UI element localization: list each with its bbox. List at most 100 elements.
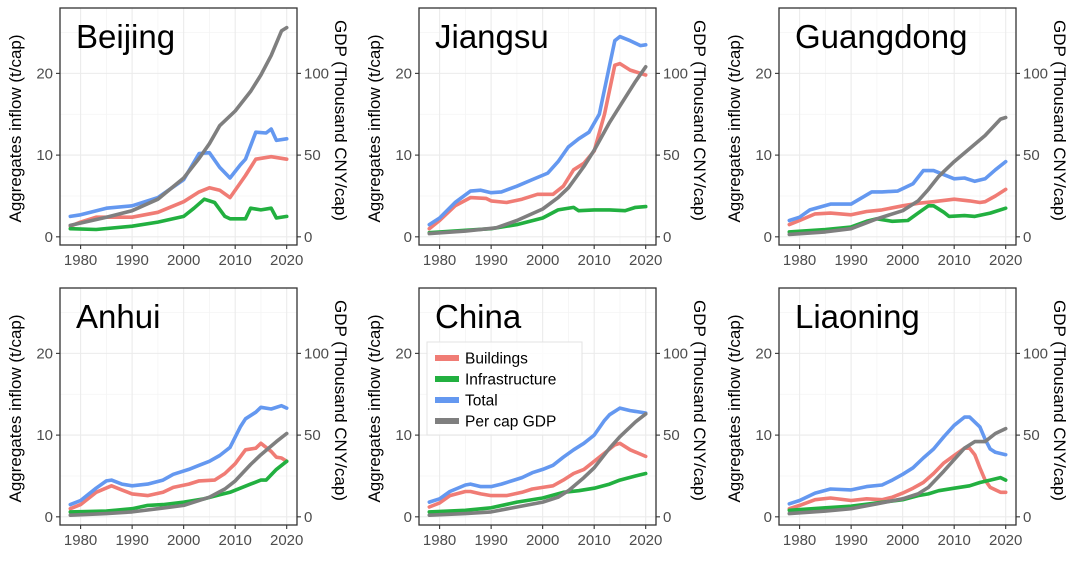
legend-label: Buildings [465,351,528,368]
right-y-tick-label: 100 [304,65,329,82]
left-axis-title: Aggregates inflow (t/cap) [725,34,744,222]
left-y-tick-label: 10 [755,147,772,164]
panel-border [418,7,657,246]
x-tick-label: 2010 [577,252,610,269]
legend-item-buildings: Buildings [435,351,528,368]
x-tick-label: 1980 [783,532,816,549]
right-y-tick-label: 50 [1023,427,1040,444]
series-line-per-cap-gdp [68,25,289,228]
right-y-tick-label: 100 [663,345,688,362]
right-y-tick-label: 100 [1023,345,1048,362]
x-tick-label: 1990 [834,532,867,549]
right-y-tick-label: 50 [663,147,680,164]
x-tick-label: 2000 [526,532,559,549]
right-axis-title: GDP (Thousand CNY/cap) [1050,300,1069,501]
panel-title: Guangdong [795,18,968,55]
left-y-tick-label: 0 [404,509,412,526]
series-line-buildings [787,446,1008,511]
panel-beijing: 1980 1990 2000 2010 202001020050100Aggregate… [6,7,350,269]
series-line-per-cap-gdp [787,115,1008,237]
x-tick-label: 2010 [218,252,251,269]
right-y-tick-label: 100 [304,345,329,362]
left-y-tick-label: 10 [395,427,412,444]
right-y-tick-label: 0 [663,229,671,246]
panel-liaoning: 1980 1990 2000 2010 202001020050100Aggregate… [725,287,1069,549]
x-tick-label: 2000 [167,532,200,549]
series-line-per-cap-gdp [427,412,648,518]
panel-border [59,7,298,246]
x-tick-label: 1980 [423,532,456,549]
panel-border [418,287,657,526]
series-line-buildings [427,61,648,231]
series-line-total [427,34,648,227]
right-y-tick-label: 0 [304,229,312,246]
series-line-infrastructure [787,204,1008,234]
panel-title: Jiangsu [435,18,549,55]
panel-china: 1980 1990 2000 2010 202001020050100Aggregate… [365,287,709,549]
left-y-tick-label: 20 [755,65,772,82]
x-tick-label: 2010 [577,532,610,549]
left-y-tick-label: 20 [36,345,53,362]
panel-title: China [435,298,522,335]
legend-item-infrastructure: Infrastructure [435,372,556,389]
right-axis-title: GDP (Thousand CNY/cap) [1050,20,1069,221]
x-tick-label: 2000 [526,252,559,269]
series-line-total [68,127,289,219]
left-y-tick-label: 20 [755,345,772,362]
right-axis-title: GDP (Thousand CNY/cap) [331,300,350,501]
legend-item-per-cap-gdp: Per cap GDP [435,414,556,431]
left-y-tick-label: 0 [764,229,772,246]
left-axis-title: Aggregates inflow (t/cap) [6,34,25,222]
right-y-tick-label: 50 [304,147,321,164]
panel-title: Liaoning [795,298,920,335]
x-tick-label: 2020 [270,252,303,269]
x-tick-label: 2010 [937,532,970,549]
series-line-total [787,159,1008,223]
left-axis-title: Aggregates inflow (t/cap) [6,314,25,502]
left-y-tick-label: 10 [36,427,53,444]
right-axis-title: GDP (Thousand CNY/cap) [331,20,350,221]
legend-item-total: Total [435,393,498,410]
right-y-tick-label: 100 [1023,65,1048,82]
x-tick-label: 2000 [886,532,919,549]
series-line-infrastructure [427,471,648,514]
x-tick-label: 2000 [886,252,919,269]
panel-title: Anhui [76,298,160,335]
left-y-tick-label: 20 [36,65,53,82]
series-line-total [427,406,648,504]
x-tick-label: 2000 [167,252,200,269]
left-y-tick-label: 0 [764,509,772,526]
x-tick-label: 1980 [423,252,456,269]
left-y-tick-label: 20 [395,65,412,82]
series-line-per-cap-gdp [427,65,648,236]
right-y-tick-label: 50 [1023,147,1040,164]
series-line-total [787,415,1008,506]
panel-jiangsu: 1980 1990 2000 2010 202001020050100Aggregate… [365,7,709,269]
left-y-tick-label: 20 [395,345,412,362]
x-tick-label: 1990 [474,532,507,549]
series-line-infrastructure [787,475,1008,513]
legend-label: Per cap GDP [465,414,556,431]
left-y-tick-label: 10 [755,427,772,444]
right-y-tick-label: 0 [1023,229,1031,246]
left-y-tick-label: 10 [395,147,412,164]
panel-border [59,287,298,526]
x-tick-label: 1980 [64,532,97,549]
x-tick-label: 1980 [783,252,816,269]
x-tick-label: 1990 [474,252,507,269]
panel-guangdong: 1980 1990 2000 2010 202001020050100Aggregate… [725,7,1069,269]
x-tick-label: 2020 [270,532,303,549]
left-axis-title: Aggregates inflow (t/cap) [365,314,384,502]
left-y-tick-label: 10 [36,147,53,164]
x-tick-label: 2020 [629,252,662,269]
series-line-per-cap-gdp [68,431,289,518]
x-tick-label: 2020 [989,252,1022,269]
panel-title: Beijing [76,18,175,55]
x-tick-label: 2020 [629,532,662,549]
left-axis-title: Aggregates inflow (t/cap) [725,314,744,502]
panel-border [778,7,1017,246]
left-axis-title: Aggregates inflow (t/cap) [365,34,384,222]
x-tick-label: 1980 [64,252,97,269]
series-line-infrastructure [68,459,289,514]
